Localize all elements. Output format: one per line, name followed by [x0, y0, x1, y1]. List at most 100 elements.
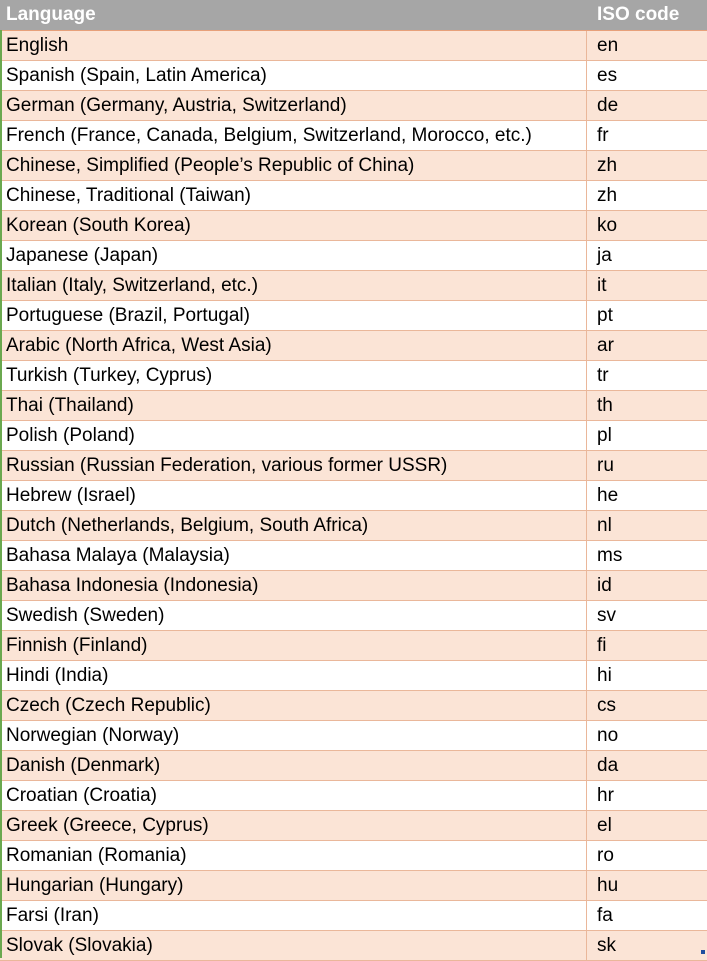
table-row: Polish (Poland) pl — [0, 421, 707, 451]
language-cell[interactable]: Greek (Greece, Cyprus) — [0, 811, 587, 840]
table-row: Dutch (Netherlands, Belgium, South Afric… — [0, 511, 707, 541]
language-cell[interactable]: Portuguese (Brazil, Portugal) — [0, 301, 587, 330]
iso-code-cell[interactable]: id — [597, 575, 612, 596]
table-row: Bahasa Indonesia (Indonesia) id — [0, 571, 707, 601]
language-cell[interactable]: Romanian (Romania) — [0, 841, 587, 870]
iso-code-cell[interactable]: ms — [597, 545, 623, 566]
iso-code-cell[interactable]: it — [597, 275, 607, 296]
iso-code-cell[interactable]: cs — [597, 695, 616, 716]
language-cell[interactable]: Slovak (Slovakia) — [0, 931, 587, 960]
table-row: Romanian (Romania) ro — [0, 841, 707, 871]
language-cell[interactable]: Spanish (Spain, Latin America) — [0, 61, 587, 90]
language-cell[interactable]: Japanese (Japan) — [0, 241, 587, 270]
iso-code-cell[interactable]: hi — [597, 665, 612, 686]
table-row: Spanish (Spain, Latin America) es — [0, 61, 707, 91]
table-body: English en Spanish (Spain, Latin America) e… — [0, 31, 707, 961]
iso-code-cell[interactable]: th — [597, 395, 613, 416]
table-row: French (France, Canada, Belgium, Switzer… — [0, 121, 707, 151]
table-row: Swedish (Sweden) sv — [0, 601, 707, 631]
language-cell[interactable]: Korean (South Korea) — [0, 211, 587, 240]
table-row: Bahasa Malaya (Malaysia) ms — [0, 541, 707, 571]
table-row: Korean (South Korea) ko — [0, 211, 707, 241]
language-cell[interactable]: Czech (Czech Republic) — [0, 691, 587, 720]
language-cell[interactable]: Danish (Denmark) — [0, 751, 587, 780]
iso-code-cell[interactable]: nl — [597, 515, 612, 536]
language-cell[interactable]: Finnish (Finland) — [0, 631, 587, 660]
table-row: Greek (Greece, Cyprus) el — [0, 811, 707, 841]
iso-code-cell[interactable]: pl — [597, 425, 612, 446]
language-cell[interactable]: Arabic (North Africa, West Asia) — [0, 331, 587, 360]
language-cell[interactable]: Italian (Italy, Switzerland, etc.) — [0, 271, 587, 300]
iso-code-cell[interactable]: en — [597, 35, 619, 56]
table-row: Czech (Czech Republic) cs — [0, 691, 707, 721]
table-row: Danish (Denmark) da — [0, 751, 707, 781]
language-cell[interactable]: Polish (Poland) — [0, 421, 587, 450]
language-cell[interactable]: Russian (Russian Federation, various for… — [0, 451, 587, 480]
language-cell[interactable]: German (Germany, Austria, Switzerland) — [0, 91, 587, 120]
language-cell[interactable]: Hungarian (Hungary) — [0, 871, 587, 900]
language-cell[interactable]: Chinese, Simplified (People’s Republic o… — [0, 151, 587, 180]
iso-code-cell[interactable]: fa — [597, 905, 613, 926]
header-iso-code[interactable]: ISO code — [597, 4, 680, 25]
language-cell[interactable]: Hebrew (Israel) — [0, 481, 587, 510]
language-cell[interactable]: English — [0, 31, 587, 60]
table-row: Japanese (Japan) ja — [0, 241, 707, 271]
iso-code-cell[interactable]: da — [597, 755, 619, 776]
table-row: Norwegian (Norway) no — [0, 721, 707, 751]
iso-code-cell[interactable]: zh — [597, 185, 618, 206]
table-row: English en — [0, 31, 707, 61]
language-cell[interactable]: Bahasa Malaya (Malaysia) — [0, 541, 587, 570]
iso-code-cell[interactable]: ko — [597, 215, 618, 236]
table-row: Farsi (Iran) fa — [0, 901, 707, 931]
iso-code-cell[interactable]: ro — [597, 845, 614, 866]
table-row: Chinese, Traditional (Taiwan) zh — [0, 181, 707, 211]
fill-handle[interactable] — [701, 950, 705, 954]
language-cell[interactable]: Chinese, Traditional (Taiwan) — [0, 181, 587, 210]
table-row: Thai (Thailand) th — [0, 391, 707, 421]
table-row: Italian (Italy, Switzerland, etc.) it — [0, 271, 707, 301]
language-cell[interactable]: Croatian (Croatia) — [0, 781, 587, 810]
iso-code-cell[interactable]: sv — [597, 605, 616, 626]
language-cell[interactable]: French (France, Canada, Belgium, Switzer… — [0, 121, 587, 150]
table-row: Chinese, Simplified (People’s Republic o… — [0, 151, 707, 181]
language-cell[interactable]: Hindi (India) — [0, 661, 587, 690]
iso-code-cell[interactable]: he — [597, 485, 619, 506]
iso-code-cell[interactable]: zh — [597, 155, 618, 176]
language-cell[interactable]: Bahasa Indonesia (Indonesia) — [0, 571, 587, 600]
table-row: Croatian (Croatia) hr — [0, 781, 707, 811]
table-row: Turkish (Turkey, Cyprus) tr — [0, 361, 707, 391]
iso-code-cell[interactable]: fi — [597, 635, 607, 656]
language-cell[interactable]: Swedish (Sweden) — [0, 601, 587, 630]
language-cell[interactable]: Norwegian (Norway) — [0, 721, 587, 750]
table-row: Hungarian (Hungary) hu — [0, 871, 707, 901]
table-row: Hebrew (Israel) he — [0, 481, 707, 511]
iso-code-cell[interactable]: pt — [597, 305, 613, 326]
iso-code-cell[interactable]: fr — [597, 125, 609, 146]
iso-code-cell[interactable]: ja — [597, 245, 612, 266]
selection-edge — [0, 30, 2, 958]
table-row: Arabic (North Africa, West Asia) ar — [0, 331, 707, 361]
language-cell[interactable]: Farsi (Iran) — [0, 901, 587, 930]
table-row: Portuguese (Brazil, Portugal) pt — [0, 301, 707, 331]
table-row: Finnish (Finland) fi — [0, 631, 707, 661]
header-language[interactable]: Language — [6, 4, 96, 25]
table-row: Slovak (Slovakia) sk — [0, 931, 707, 961]
language-cell[interactable]: Turkish (Turkey, Cyprus) — [0, 361, 587, 390]
table-row: Russian (Russian Federation, various for… — [0, 451, 707, 481]
iso-code-cell[interactable]: hr — [597, 785, 614, 806]
table-header: Language ISO code — [0, 0, 707, 31]
iso-code-cell[interactable]: tr — [597, 365, 609, 386]
iso-code-cell[interactable]: hu — [597, 875, 619, 896]
iso-code-cell[interactable]: el — [597, 815, 612, 836]
iso-code-cell[interactable]: de — [597, 95, 619, 116]
table-row: German (Germany, Austria, Switzerland) de — [0, 91, 707, 121]
language-cell[interactable]: Dutch (Netherlands, Belgium, South Afric… — [0, 511, 587, 540]
iso-code-cell[interactable]: no — [597, 725, 619, 746]
iso-code-cell[interactable]: es — [597, 65, 618, 86]
table-row: Hindi (India) hi — [0, 661, 707, 691]
iso-code-cell[interactable]: ar — [597, 335, 614, 356]
language-cell[interactable]: Thai (Thailand) — [0, 391, 587, 420]
iso-code-cell[interactable]: sk — [597, 935, 616, 956]
iso-code-cell[interactable]: ru — [597, 455, 614, 476]
